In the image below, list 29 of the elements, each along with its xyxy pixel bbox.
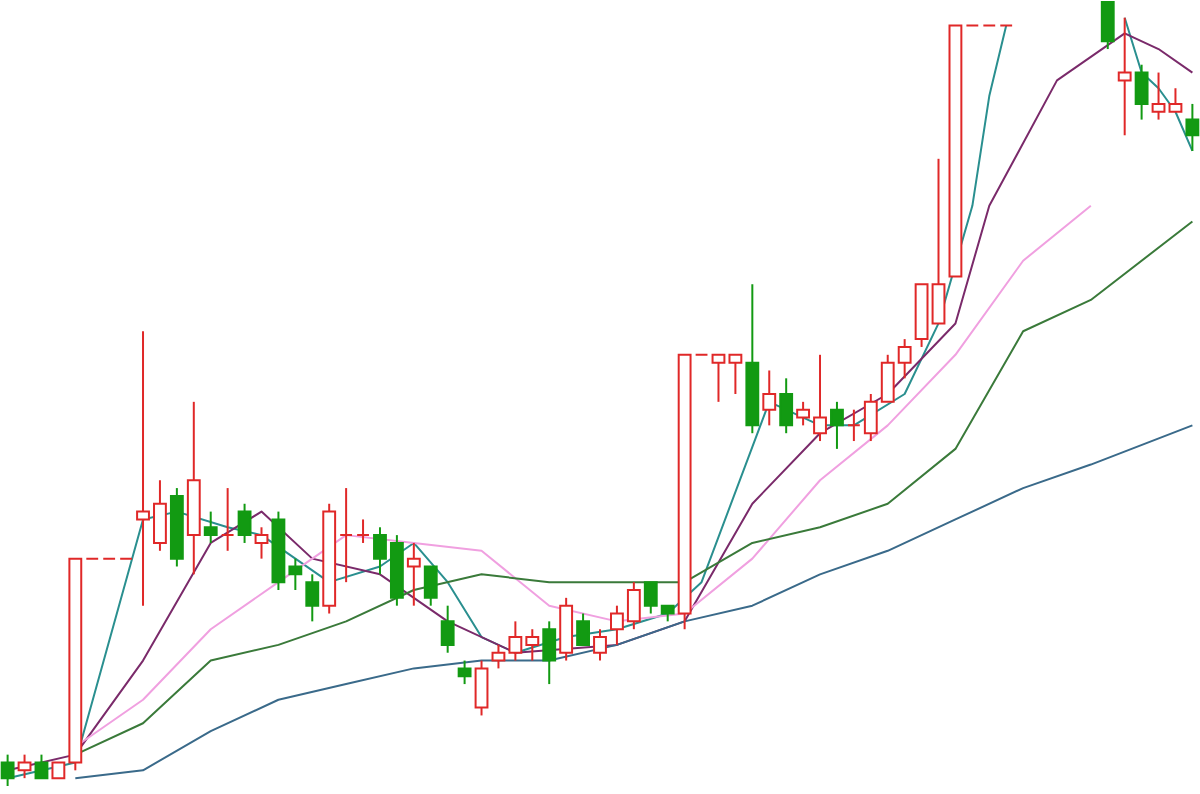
candlestick	[305, 573, 320, 623]
candlestick	[0, 753, 15, 787]
candlestick	[593, 628, 607, 662]
candlestick	[779, 377, 794, 435]
candlestick	[576, 612, 590, 646]
candlestick	[474, 659, 489, 717]
candlestick	[559, 596, 574, 662]
candlestick	[406, 541, 421, 607]
candlestick	[846, 408, 861, 443]
candlestick	[830, 400, 844, 450]
candlestick	[356, 518, 370, 544]
candlestick	[440, 604, 455, 654]
candlestick	[254, 526, 269, 560]
candlestick	[762, 369, 777, 427]
candlestick	[542, 620, 557, 686]
candlestick	[339, 487, 354, 584]
candlestick	[1185, 102, 1200, 152]
candlestick	[457, 659, 472, 686]
candlestick	[34, 753, 49, 780]
candlestick	[1168, 87, 1183, 113]
candlestick	[1134, 63, 1149, 121]
candlestick	[237, 502, 252, 544]
candlestick	[203, 510, 218, 544]
candlestick	[17, 753, 32, 780]
candlestick	[1100, 1, 1115, 51]
candlestick	[423, 565, 438, 607]
candlestick	[220, 487, 235, 552]
candlestick	[1151, 71, 1166, 121]
candlestick	[1117, 16, 1132, 137]
